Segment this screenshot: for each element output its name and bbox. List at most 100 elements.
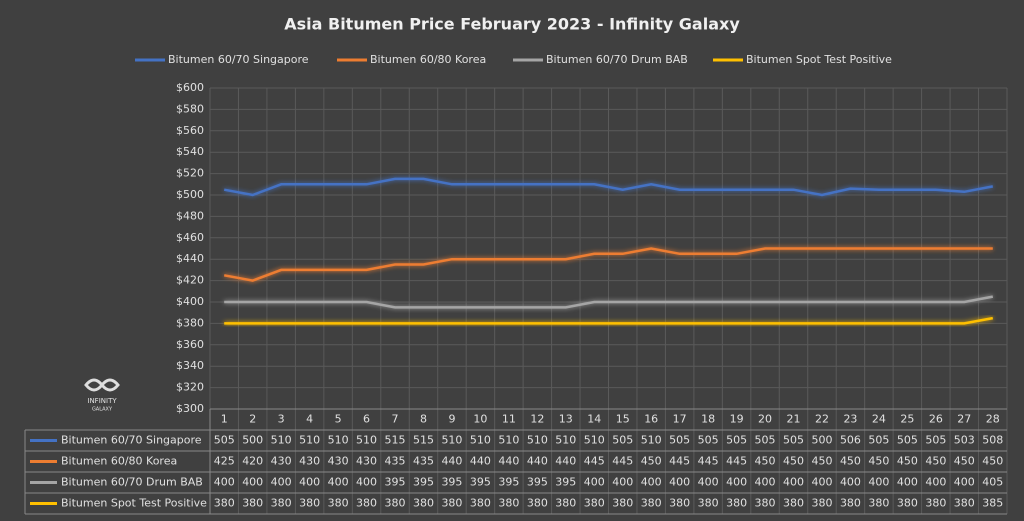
table-cell: 435 — [413, 455, 434, 468]
table-cell: 445 — [584, 455, 605, 468]
table-cell: 500 — [242, 434, 263, 447]
table-cell: 400 — [925, 476, 946, 489]
series-line — [223, 247, 993, 282]
y-tick-label: $500 — [176, 188, 204, 201]
table-cell: 510 — [328, 434, 349, 447]
x-tick-label: 4 — [306, 413, 313, 426]
table-cell: 445 — [698, 455, 719, 468]
table-cell: 400 — [698, 476, 719, 489]
table-cell: 450 — [811, 455, 832, 468]
logo: INFINITY GALAXY — [84, 378, 120, 413]
table-cell: 450 — [755, 455, 776, 468]
table-cell: 380 — [385, 497, 406, 510]
table-cell: 400 — [299, 476, 320, 489]
table-cell: 385 — [982, 497, 1003, 510]
chart-title: Asia Bitumen Price February 2023 - Infin… — [284, 15, 740, 34]
table-cell: 380 — [726, 497, 747, 510]
y-tick-label: $540 — [176, 145, 204, 158]
y-tick-label: $460 — [176, 231, 204, 244]
x-tick-label: 9 — [448, 413, 455, 426]
table-cell: 400 — [214, 476, 235, 489]
table-cell: 380 — [811, 497, 832, 510]
table-cell: 445 — [612, 455, 633, 468]
table-cell: 395 — [470, 476, 491, 489]
table-cell: 510 — [641, 434, 662, 447]
table-cell: 400 — [328, 476, 349, 489]
table-cell: 450 — [868, 455, 889, 468]
y-tick-label: $320 — [176, 381, 204, 394]
table-cell: 510 — [555, 434, 576, 447]
x-tick-label: 3 — [278, 413, 285, 426]
legend-label: Bitumen 60/80 Korea — [370, 53, 486, 66]
table-cell: 380 — [413, 497, 434, 510]
table-cell: 510 — [356, 434, 377, 447]
table-cell: 430 — [328, 455, 349, 468]
table-cell: 505 — [214, 434, 235, 447]
table-cell: 400 — [242, 476, 263, 489]
x-tick-label: 18 — [701, 413, 715, 426]
table-cell: 380 — [527, 497, 548, 510]
x-tick-label: 20 — [758, 413, 772, 426]
x-tick-label: 5 — [335, 413, 342, 426]
y-tick-label: $400 — [176, 295, 204, 308]
table-cell: 395 — [385, 476, 406, 489]
table-cell: 450 — [641, 455, 662, 468]
table-cell: 400 — [641, 476, 662, 489]
table-cell: 380 — [555, 497, 576, 510]
y-tick-label: $380 — [176, 316, 204, 329]
table-cell: 445 — [726, 455, 747, 468]
x-tick-label: 11 — [502, 413, 516, 426]
table-cell: 380 — [242, 497, 263, 510]
table-cell: 380 — [441, 497, 462, 510]
table-cell: 450 — [982, 455, 1003, 468]
table-cell: 380 — [356, 497, 377, 510]
table-cell: 445 — [669, 455, 690, 468]
table-cell: 400 — [897, 476, 918, 489]
table-cell: 400 — [726, 476, 747, 489]
table-cell: 450 — [954, 455, 975, 468]
x-tick-label: 10 — [473, 413, 487, 426]
legend-label: Bitumen Spot Test Positive — [746, 53, 892, 66]
logo-name: INFINITY — [87, 397, 117, 405]
table-cell: 400 — [612, 476, 633, 489]
x-tick-label: 17 — [673, 413, 687, 426]
table-cell: 440 — [470, 455, 491, 468]
table-cell: 400 — [669, 476, 690, 489]
table-cell: 450 — [897, 455, 918, 468]
table-cell: 510 — [271, 434, 292, 447]
table-cell: 380 — [498, 497, 519, 510]
logo-sub: GALAXY — [92, 407, 113, 413]
x-tick-label: 7 — [392, 413, 399, 426]
y-tick-label: $520 — [176, 167, 204, 180]
table-cell: 450 — [925, 455, 946, 468]
x-tick-label: 22 — [815, 413, 829, 426]
table-cell: 380 — [868, 497, 889, 510]
table-cell: 380 — [271, 497, 292, 510]
y-tick-label: $560 — [176, 124, 204, 137]
table-cell: 380 — [783, 497, 804, 510]
y-tick-label: $300 — [176, 402, 204, 415]
x-tick-label: 13 — [559, 413, 573, 426]
table-cell: 425 — [214, 455, 235, 468]
table-cell: 395 — [441, 476, 462, 489]
table-cell: 395 — [555, 476, 576, 489]
table-cell: 505 — [612, 434, 633, 447]
x-tick-label: 16 — [644, 413, 658, 426]
table-cell: 380 — [584, 497, 605, 510]
row-label: Bitumen 60/80 Korea — [61, 455, 177, 468]
series-line — [224, 295, 994, 309]
x-tick-label: 25 — [900, 413, 914, 426]
table-cell: 505 — [868, 434, 889, 447]
table-cell: 505 — [669, 434, 690, 447]
x-tick-label: 26 — [929, 413, 943, 426]
table-cell: 380 — [612, 497, 633, 510]
table-cell: 400 — [811, 476, 832, 489]
table-cell: 505 — [783, 434, 804, 447]
series-line — [224, 316, 994, 325]
table-cell: 380 — [299, 497, 320, 510]
x-tick-label: 19 — [730, 413, 744, 426]
table-cell: 400 — [868, 476, 889, 489]
x-tick-label: 24 — [872, 413, 886, 426]
x-tick-label: 21 — [787, 413, 801, 426]
